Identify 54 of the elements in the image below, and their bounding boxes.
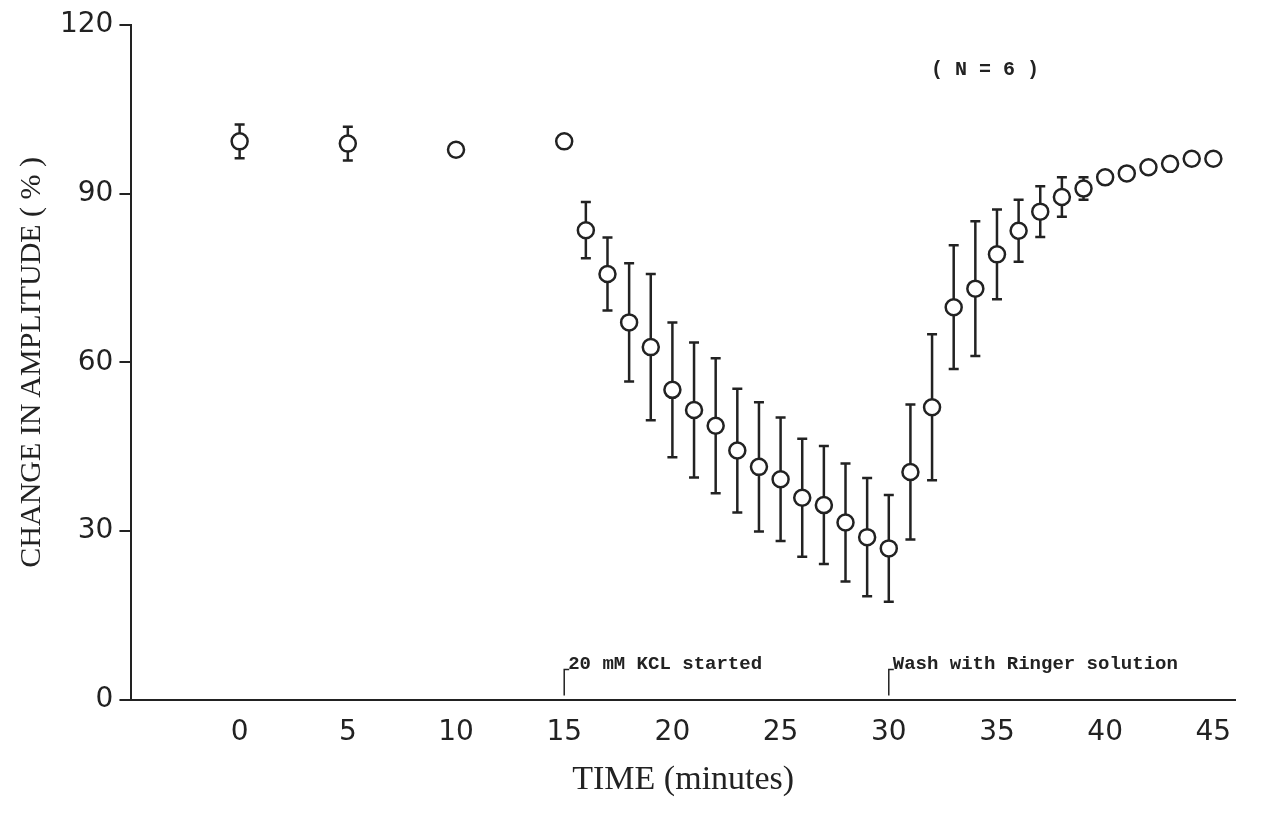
point [1160, 154, 1180, 174]
x-tick-label: 35 [979, 713, 1015, 747]
point [922, 398, 942, 417]
y-tick-label: 60 [77, 343, 114, 377]
x-tick-label: 30 [870, 713, 907, 747]
point [792, 488, 812, 508]
point [749, 457, 769, 477]
point [619, 313, 639, 332]
ref-line-label: 20 mM KCL started [568, 652, 763, 675]
point [598, 264, 617, 284]
point [1117, 164, 1137, 183]
x-tick-label: 0 [230, 713, 249, 747]
point [230, 132, 249, 151]
point [1204, 149, 1223, 169]
annotation: ( N = 6 ) [930, 58, 1040, 82]
y-tick-label: 120 [59, 6, 114, 40]
y-tick-label: 0 [95, 680, 114, 714]
point [771, 469, 790, 489]
ref-line-label: Wash with Ringer solution [892, 652, 1178, 675]
x-axis-title: TIME (minutes) [572, 758, 795, 797]
point [641, 337, 661, 357]
point [728, 441, 747, 460]
point [814, 495, 834, 515]
x-tick-label: 15 [546, 713, 583, 747]
y-tick-label: 30 [77, 512, 114, 546]
point [1182, 149, 1201, 169]
point [706, 416, 725, 436]
point [1095, 168, 1115, 187]
point [879, 539, 899, 558]
point [663, 380, 682, 400]
x-tick-label: 45 [1195, 713, 1232, 747]
point [1009, 221, 1028, 240]
x-tick-label: 10 [438, 713, 474, 747]
x-tick-label: 25 [762, 713, 799, 747]
point [338, 134, 358, 153]
x-tick-label: 20 [654, 713, 691, 747]
point [1074, 179, 1093, 198]
y-axis-title: CHANGE IN AMPLITUDE ( % ) [12, 156, 47, 568]
point [576, 220, 596, 240]
point [836, 513, 855, 532]
point [1139, 157, 1158, 177]
point [901, 462, 920, 482]
point [987, 245, 1007, 264]
point [857, 527, 877, 547]
point [684, 400, 704, 420]
point [554, 132, 574, 151]
point [1031, 202, 1050, 221]
x-tick-label: 40 [1087, 713, 1123, 747]
y-tick-label: 90 [77, 174, 114, 208]
x-tick-label: 5 [338, 713, 357, 747]
point [446, 140, 466, 160]
point [944, 297, 963, 317]
point [1052, 187, 1072, 207]
point [966, 279, 985, 298]
